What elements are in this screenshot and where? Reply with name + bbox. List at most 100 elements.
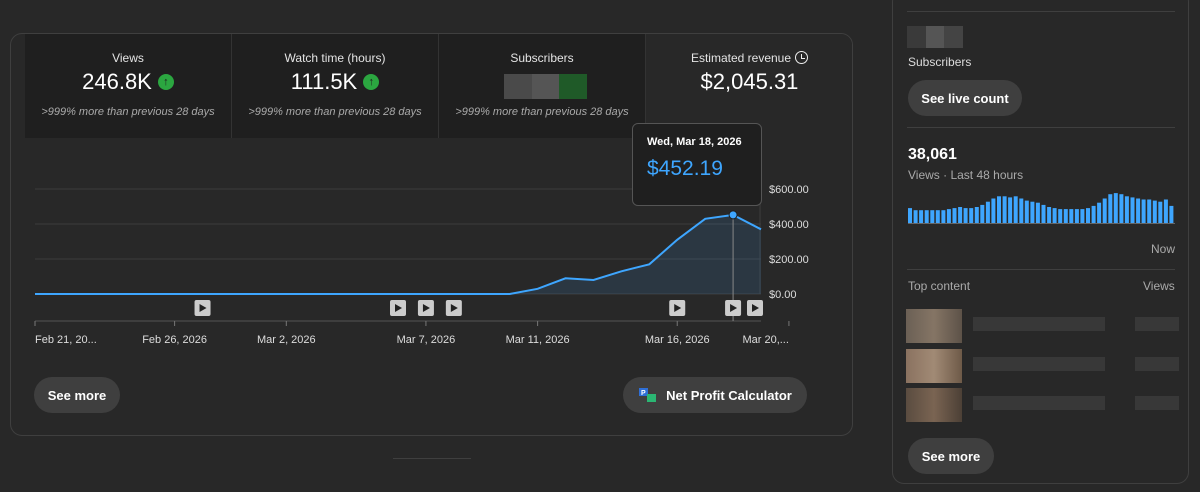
- views-bar: [1136, 198, 1141, 223]
- y-tick-label: $400.00: [769, 219, 809, 231]
- blurred-value: [504, 74, 588, 99]
- divider: [907, 127, 1175, 128]
- views-bar: [1008, 197, 1013, 223]
- blurred-title: [973, 396, 1105, 410]
- content-thumbnail[interactable]: [906, 309, 962, 343]
- play-icon: [395, 304, 402, 312]
- metric-value: $2,045.31: [700, 69, 799, 94]
- future-region: [759, 179, 761, 294]
- views-bar: [1152, 200, 1157, 223]
- metric-compare: >999% more than previous 28 days: [41, 106, 215, 118]
- see-live-count-button[interactable]: See live count: [908, 80, 1022, 116]
- x-tick-label: Feb 26, 2026: [142, 334, 207, 346]
- views-bar: [1091, 205, 1096, 223]
- net-profit-label: Net Profit Calculator: [666, 387, 792, 403]
- metric-compare: >999% more than previous 28 days: [455, 106, 629, 118]
- revenue-label: Estimated revenue: [690, 51, 792, 65]
- x-tick-label: Mar 7, 2026: [397, 334, 456, 346]
- views-column-header: Views: [1143, 279, 1175, 293]
- video-marker-icon[interactable]: [669, 300, 686, 316]
- play-icon: [199, 304, 207, 312]
- views-bar: [1030, 201, 1035, 223]
- views-bar: [980, 204, 985, 223]
- video-marker-icon[interactable]: [390, 300, 406, 316]
- arrow-up-icon: ↑: [363, 74, 380, 90]
- revenue-chart: $0.00 $200.00 $400.00 $600.00 Feb 21, 20...…: [34, 179, 809, 346]
- views-bar: [1124, 196, 1129, 223]
- metric-label: Watch time (hours): [284, 51, 386, 65]
- highlight-point: [728, 210, 738, 220]
- x-tick-label: Mar 20,...: [742, 334, 788, 346]
- metric-compare: >999% more than previous 28 days: [248, 106, 422, 118]
- divider: [393, 458, 471, 459]
- x-tick-label: Mar 2, 2026: [257, 334, 316, 346]
- x-tick-label: Mar 11, 2026: [506, 334, 570, 346]
- metric-tabs: Views 246.8K ↑ >999% more than previous 2…: [25, 34, 852, 138]
- analytics-card: $0.00 $200.00 $400.00 $600.00 Feb 21, 20...…: [10, 33, 853, 436]
- views-bar: [924, 210, 929, 223]
- video-markers: [194, 300, 763, 316]
- content-thumbnail[interactable]: [906, 349, 962, 383]
- y-tick-label: $200.00: [769, 254, 809, 266]
- y-tick-label: $0.00: [769, 289, 797, 301]
- play-icon: [752, 304, 759, 312]
- views-bar: [1035, 202, 1040, 223]
- play-icon: [674, 304, 682, 312]
- video-marker-icon[interactable]: [417, 300, 434, 316]
- now-label: Now: [1151, 242, 1176, 256]
- views-bar: [1013, 196, 1018, 223]
- metric-label: Views: [112, 51, 144, 65]
- svg-text:P: P: [641, 390, 646, 397]
- views-bar: [1141, 199, 1146, 223]
- views-bar: [969, 208, 974, 223]
- views-48h-count: 38,061: [908, 146, 957, 163]
- views-bar: [1169, 205, 1174, 223]
- blurred-views: [1135, 317, 1179, 331]
- metric-watch-time[interactable]: Watch time (hours) 111.5K ↑ >999% more th…: [232, 34, 439, 138]
- views-bar: [908, 208, 912, 223]
- views-bar: [1102, 198, 1107, 223]
- views-bar: [1163, 199, 1168, 223]
- metric-revenue[interactable]: Estimated revenue $2,045.31: [646, 34, 852, 138]
- views-bar: [1058, 209, 1063, 223]
- video-marker-icon[interactable]: [194, 300, 211, 316]
- calculator-icon: P: [638, 386, 658, 404]
- metric-views[interactable]: Views 246.8K ↑ >999% more than previous 2…: [25, 34, 232, 138]
- y-tick-label: $600.00: [769, 184, 809, 196]
- views-48h-bars: [908, 193, 1175, 224]
- sidebar-see-more-button[interactable]: See more: [908, 438, 994, 474]
- chart-tooltip: Wed, Mar 18, 2026 $452.19: [632, 123, 762, 206]
- views-bar: [1063, 209, 1068, 223]
- views-bar: [985, 201, 990, 223]
- views-bar: [1158, 201, 1163, 223]
- video-marker-icon[interactable]: [445, 300, 462, 316]
- realtime-sidebar: Subscribers See live count 38,061 Views …: [892, 0, 1189, 484]
- views-bar: [952, 208, 957, 223]
- views-bar: [1119, 194, 1124, 223]
- content-thumbnail[interactable]: [906, 388, 962, 422]
- video-marker-icon[interactable]: [725, 300, 742, 316]
- views-bar: [1069, 209, 1074, 223]
- views-bar: [930, 210, 935, 223]
- views-bar: [991, 198, 996, 223]
- views-bar: [1108, 194, 1113, 223]
- metric-label: Estimated revenue: [646, 51, 852, 65]
- metric-value: 246.8K ↑: [25, 69, 231, 95]
- net-profit-calculator-button[interactable]: P Net Profit Calculator: [623, 377, 807, 413]
- x-tick-label: Mar 16, 2026: [645, 334, 710, 346]
- see-more-button[interactable]: See more: [34, 377, 120, 413]
- tooltip-date: Wed, Mar 18, 2026: [647, 136, 742, 148]
- series-area: [35, 214, 761, 294]
- blurred-title: [973, 357, 1105, 371]
- blurred-title: [973, 317, 1105, 331]
- video-marker-icon[interactable]: [747, 300, 763, 316]
- arrow-up-icon: ↑: [157, 74, 174, 90]
- x-tick-label: Feb 21, 20...: [35, 334, 97, 346]
- blurred-views: [1135, 396, 1179, 410]
- views-bar: [958, 207, 963, 223]
- views-bar: [963, 208, 968, 223]
- metric-subscribers[interactable]: Subscribers >999% more than previous 28 …: [439, 34, 646, 138]
- clock-icon: [795, 51, 809, 64]
- views-bar: [913, 210, 918, 223]
- play-icon: [730, 304, 738, 312]
